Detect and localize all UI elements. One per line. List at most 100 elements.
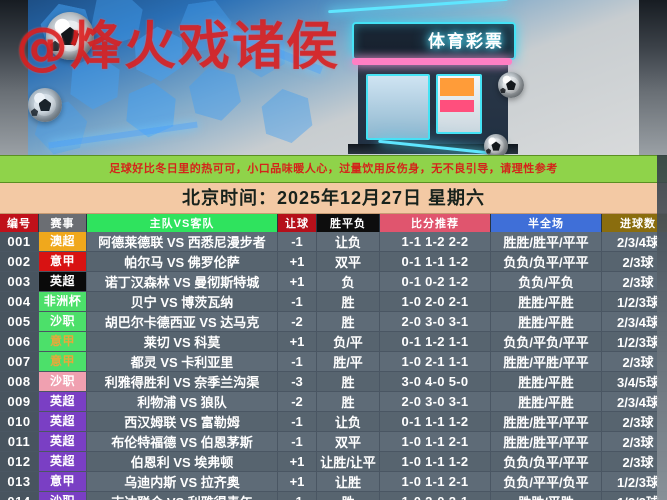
cell-halffull: 胜胜/平胜	[490, 371, 602, 392]
hex-shard-cluster	[28, 0, 358, 155]
cell-result: 负	[316, 271, 380, 292]
cell-no: 013	[0, 471, 39, 492]
cell-handicap: +1	[277, 471, 317, 492]
cell-score: 1-0 2-0 2-1	[379, 491, 491, 500]
cell-result: 双平	[316, 431, 380, 452]
cell-goals: 2/3球	[601, 431, 667, 452]
cell-halffull: 胜胜/胜平/平平	[490, 411, 602, 432]
cell-handicap: -1	[277, 431, 317, 452]
table-row[interactable]: 004 非洲杯 贝宁 VS 博茨瓦纳 -1 胜 1-0 2-0 2-1 胜胜/平胜 1/2/3…	[0, 291, 667, 312]
cell-match: 阿德莱德联 VS 西悉尼漫步者	[86, 232, 278, 252]
cell-score: 0-1 1-1 1-2	[379, 251, 491, 272]
cell-goals: 1/2/3球	[601, 291, 667, 312]
date-bar: 北京时间：2025年12月27日 星期六	[0, 183, 667, 214]
cell-result: 负/平	[316, 331, 380, 352]
header-result: 胜平负	[316, 214, 380, 232]
header-match: 主队VS客队	[86, 214, 278, 232]
cell-result: 胜	[316, 491, 380, 500]
cell-no: 010	[0, 411, 39, 432]
shop-neon-sign: 体育彩票	[352, 22, 516, 60]
table-row[interactable]: 007 意甲 都灵 VS 卡利亚里 -1 胜/平 1-0 2-1 1-1 胜胜/平胜/平平 2…	[0, 351, 667, 372]
cell-match: 胡巴尔卡德西亚 VS 达马克	[86, 311, 278, 332]
cell-score: 0-1 0-2 1-2	[379, 271, 491, 292]
cell-result: 胜	[316, 291, 380, 312]
cell-goals: 2/3球	[601, 411, 667, 432]
league-badge: 英超	[39, 432, 86, 451]
banner-left-edge	[0, 0, 28, 155]
table-row[interactable]: 008 沙职 利雅得胜利 VS 奈季兰沟渠 -3 胜 3-0 4-0 5-0 胜胜/平胜 3/…	[0, 371, 667, 392]
cell-score: 1-1 1-2 2-2	[379, 232, 491, 252]
cell-score: 1-0 1-1 2-1	[379, 471, 491, 492]
cell-handicap: -2	[277, 311, 317, 332]
cell-halffull: 负负/负平/平平	[490, 251, 602, 272]
cell-league: 英超	[38, 431, 87, 452]
cell-match: 帕尔马 VS 佛罗伦萨	[86, 251, 278, 272]
header-no: 编号	[0, 214, 39, 232]
cell-league: 意甲	[38, 331, 87, 352]
cell-no: 004	[0, 291, 39, 312]
table-row[interactable]: 001 澳超 阿德莱德联 VS 西悉尼漫步者 -1 让负 1-1 1-2 2-2 胜胜/胜平…	[0, 232, 667, 252]
cell-no: 012	[0, 451, 39, 472]
header-goals: 进球数	[601, 214, 667, 232]
cell-score: 1-0 2-0 2-1	[379, 291, 491, 312]
league-badge: 沙职	[39, 312, 86, 331]
cell-match: 诺丁汉森林 VS 曼彻斯特城	[86, 271, 278, 292]
cell-handicap: -2	[277, 391, 317, 412]
cell-no: 009	[0, 391, 39, 412]
lottery-shop-illustration: 体育彩票	[348, 8, 518, 155]
cell-score: 0-1 1-1 1-2	[379, 411, 491, 432]
table-row[interactable]: 013 意甲 乌迪内斯 VS 拉齐奥 +1 让胜 1-0 1-1 2-1 负负/平平/负平 1…	[0, 471, 667, 492]
table-row[interactable]: 003 英超 诺丁汉森林 VS 曼彻斯特城 +1 负 0-1 0-2 1-2 负负/平负 2/…	[0, 271, 667, 292]
cell-goals: 1/2/3球	[601, 491, 667, 500]
cell-result: 胜	[316, 371, 380, 392]
table-row[interactable]: 014沙职吉达联合 VS 利雅得青年-1胜1-0 2-0 2-1胜胜/平胜1/2…	[0, 491, 667, 500]
cell-halffull: 胜胜/胜平/平平	[490, 232, 602, 252]
cell-no: 001	[0, 232, 39, 252]
header-handicap: 让球	[277, 214, 317, 232]
header-league: 赛事	[38, 214, 87, 232]
league-badge: 沙职	[39, 492, 86, 500]
cell-handicap: -1	[277, 232, 317, 252]
table-row[interactable]: 009 英超 利物浦 VS 狼队 -2 胜 2-0 3-0 3-1 胜胜/平胜 2/3/4球	[0, 391, 667, 412]
notice-bar: 足球好比冬日里的热可可，小口品味暖人心，过量饮用反伤身，无不良引导，请理性参考	[0, 155, 667, 183]
table-header: 编号 赛事 主队VS客队 让球 胜平负 比分推荐 半全场 进球数	[0, 214, 667, 232]
table-row[interactable]: 006 意甲 莱切 VS 科莫 +1 负/平 0-1 1-2 1-1 负负/平负/平平 1/2…	[0, 331, 667, 352]
cell-match: 贝宁 VS 博茨瓦纳	[86, 291, 278, 312]
cell-league: 沙职	[38, 311, 87, 332]
table-row[interactable]: 010 英超 西汉姆联 VS 富勒姆 -1 让负 0-1 1-1 1-2 胜胜/胜平/平平 2…	[0, 411, 667, 432]
cell-league: 英超	[38, 391, 87, 412]
cell-match: 乌迪内斯 VS 拉齐奥	[86, 471, 278, 492]
soccer-ball-icon	[498, 72, 524, 98]
cell-handicap: +1	[277, 251, 317, 272]
cell-halffull: 负负/平负/平平	[490, 331, 602, 352]
cell-handicap: +1	[277, 451, 317, 472]
cell-result: 让胜/让平	[316, 451, 380, 472]
table-row[interactable]: 002 意甲 帕尔马 VS 佛罗伦萨 +1 双平 0-1 1-1 1-2 负负/负平/平平 2…	[0, 251, 667, 272]
cell-score: 1-0 1-1 1-2	[379, 451, 491, 472]
table-row[interactable]: 012 英超 伯恩利 VS 埃弗顿 +1 让胜/让平 1-0 1-1 1-2 负负/负平/平…	[0, 451, 667, 472]
cell-league: 英超	[38, 451, 87, 472]
banner-artwork: 体育彩票	[28, 0, 639, 155]
cell-goals: 1/2/3球	[601, 471, 667, 492]
cell-match: 都灵 VS 卡利亚里	[86, 351, 278, 372]
cell-score: 2-0 3-0 3-1	[379, 391, 491, 412]
cell-goals: 2/3/4球	[601, 232, 667, 252]
cell-match: 莱切 VS 科莫	[86, 331, 278, 352]
cell-league: 英超	[38, 271, 87, 292]
cell-halffull: 胜胜/胜平/平平	[490, 431, 602, 452]
cell-goals: 2/3球	[601, 451, 667, 472]
header-halffull: 半全场	[490, 214, 602, 232]
cell-handicap: -3	[277, 371, 317, 392]
league-badge: 意甲	[39, 352, 86, 371]
cell-no: 014	[0, 491, 39, 500]
table-row[interactable]: 011 英超 布伦特福德 VS 伯恩茅斯 -1 双平 1-0 1-1 2-1 胜胜/胜平/平…	[0, 431, 667, 452]
cell-match: 吉达联合 VS 利雅得青年	[86, 491, 278, 500]
cell-handicap: -1	[277, 491, 317, 500]
cell-match: 伯恩利 VS 埃弗顿	[86, 451, 278, 472]
league-badge: 英超	[39, 452, 86, 471]
cell-league: 英超	[38, 411, 87, 432]
table-row[interactable]: 005 沙职 胡巴尔卡德西亚 VS 达马克 -2 胜 2-0 3-0 3-1 胜胜/平胜 2/…	[0, 311, 667, 332]
cell-halffull: 胜胜/平胜	[490, 391, 602, 412]
cell-result: 让胜	[316, 471, 380, 492]
cell-league: 意甲	[38, 251, 87, 272]
